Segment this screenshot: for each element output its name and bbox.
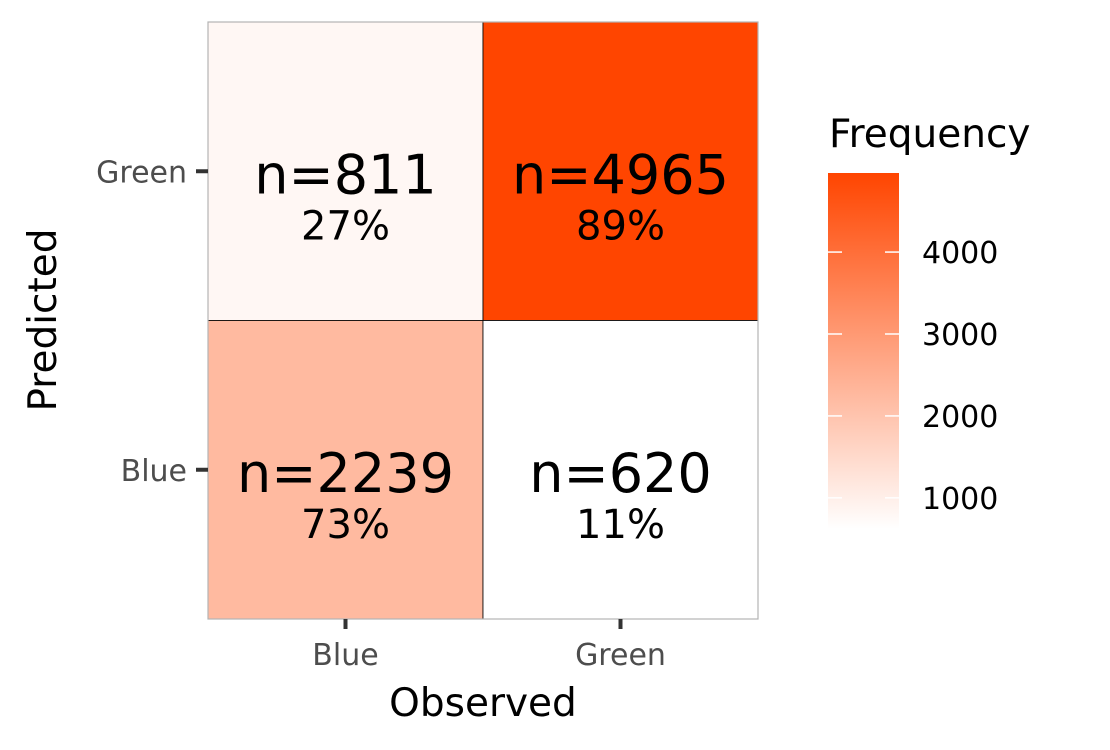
y-tick-label: Green — [96, 155, 187, 190]
heatmap-cells — [207, 21, 759, 620]
legend-colorbar — [828, 173, 899, 529]
cell-percent-label: 89% — [576, 203, 665, 249]
legend-tick-label: 3000 — [922, 318, 998, 353]
x-tick-label: Green — [575, 638, 666, 673]
legend-tick-label: 2000 — [922, 400, 998, 435]
heatmap-cell — [482, 320, 759, 620]
heatmap-cell — [207, 320, 484, 620]
cell-percent-label: 27% — [301, 203, 390, 249]
cell-percent-label: 73% — [301, 502, 390, 548]
y-axis: Blue Green — [96, 155, 208, 489]
cell-count-label: n=4965 — [512, 143, 729, 206]
x-axis: Blue Green — [312, 619, 666, 673]
legend-title: Frequency — [829, 112, 1030, 157]
legend-tick-label: 1000 — [922, 482, 998, 517]
x-axis-title: Observed — [389, 681, 577, 726]
plot-panel-border — [207, 21, 759, 620]
legend-tick-label: 4000 — [922, 236, 998, 271]
legend: Frequency 1000 2000 3000 4000 — [828, 112, 1030, 529]
heatmap-cell — [482, 21, 759, 321]
y-tick-label: Blue — [121, 454, 187, 489]
cell-percent-label: 11% — [576, 502, 665, 548]
legend-ticks: 1000 2000 3000 4000 — [828, 236, 998, 517]
x-tick-label: Blue — [312, 638, 378, 673]
y-axis-title: Predicted — [21, 228, 66, 411]
heatmap-cell — [207, 21, 484, 321]
cell-count-label: n=811 — [254, 143, 437, 206]
cell-count-label: n=2239 — [237, 442, 454, 505]
cell-count-label: n=620 — [529, 442, 712, 505]
